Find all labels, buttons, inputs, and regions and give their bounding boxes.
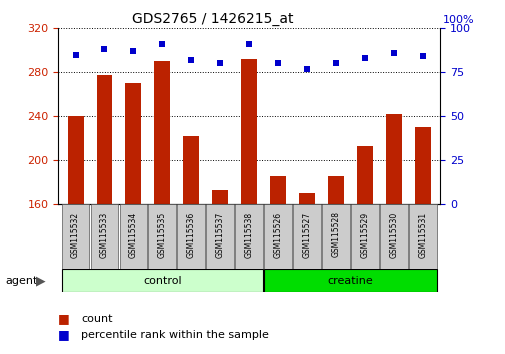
Point [302,66,311,72]
Text: 100%: 100% [442,15,474,25]
Point [245,41,253,47]
Text: ▶: ▶ [36,274,46,287]
Text: ■: ■ [58,328,70,341]
Text: count: count [81,314,112,324]
Point [100,46,109,52]
Text: control: control [143,275,181,286]
Text: ■: ■ [58,312,70,325]
Text: agent: agent [5,275,37,286]
Bar [350,204,378,269]
Text: GSM115537: GSM115537 [215,211,224,258]
Text: GSM115538: GSM115538 [244,211,253,257]
Bar [270,176,285,204]
Bar [154,61,170,204]
Text: percentile rank within the sample: percentile rank within the sample [81,330,268,339]
Text: GSM115528: GSM115528 [331,211,340,257]
Bar [327,176,343,204]
Text: GDS2765 / 1426215_at: GDS2765 / 1426215_at [131,12,293,27]
Point [216,61,224,66]
Bar [357,145,372,204]
Text: GSM115527: GSM115527 [302,211,311,257]
Text: GSM115534: GSM115534 [129,211,138,258]
Text: creatine: creatine [327,275,373,286]
Bar [408,204,436,269]
Point [418,53,426,59]
Bar [212,190,228,204]
Bar [177,204,205,269]
Text: GSM115526: GSM115526 [273,211,282,257]
Point [158,41,166,47]
Bar [206,204,234,269]
Point [331,61,339,66]
Bar [125,83,141,204]
Point [71,52,79,57]
Bar [62,269,263,292]
Bar [148,204,176,269]
Point [129,48,137,54]
Bar [292,204,320,269]
Text: GSM115533: GSM115533 [100,211,109,258]
Bar [379,204,407,269]
Point [389,50,397,56]
Text: GSM115535: GSM115535 [158,211,167,258]
Bar [322,204,349,269]
Bar [264,204,291,269]
Bar [414,127,430,204]
Text: GSM115536: GSM115536 [186,211,195,258]
Text: GSM115532: GSM115532 [71,211,80,257]
Bar [298,193,315,204]
Text: GSM115529: GSM115529 [360,211,369,257]
Bar [241,59,257,204]
Bar [68,116,83,204]
Bar [183,136,199,204]
Point [274,61,282,66]
Bar [62,204,89,269]
Bar [96,75,112,204]
Point [187,57,195,63]
Bar [385,114,401,204]
Bar [235,204,263,269]
Bar [264,269,436,292]
Point [360,55,368,61]
Text: GSM115530: GSM115530 [389,211,397,258]
Bar [90,204,118,269]
Bar [119,204,147,269]
Text: GSM115531: GSM115531 [418,211,427,257]
